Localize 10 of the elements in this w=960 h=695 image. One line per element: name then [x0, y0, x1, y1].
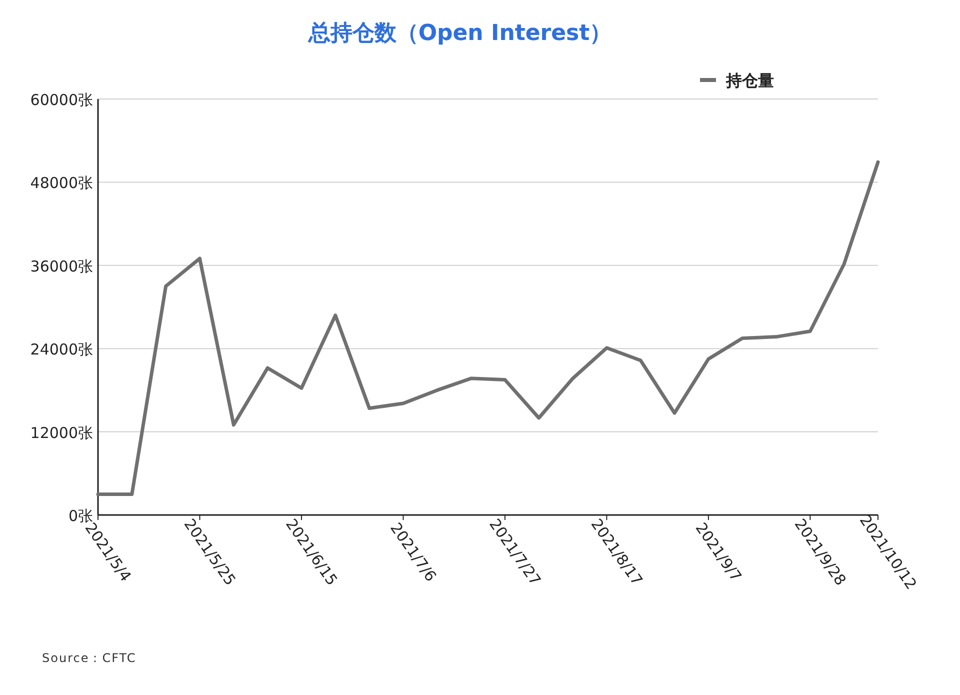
y-tick-label: 36000张: [30, 257, 93, 276]
y-tick-label: 48000张: [30, 174, 93, 192]
y-tick-label: 0张: [68, 507, 93, 525]
legend-label: 持仓量: [725, 71, 774, 90]
y-tick-label: 24000张: [30, 340, 93, 359]
source-note: Source：CFTC: [42, 651, 136, 665]
line-series: [96, 160, 880, 496]
y-tick-label: 12000张: [30, 424, 93, 442]
y-tick-label: 60000张: [30, 91, 93, 109]
chart-title: 总持仓数（Open Interest）: [307, 21, 612, 46]
